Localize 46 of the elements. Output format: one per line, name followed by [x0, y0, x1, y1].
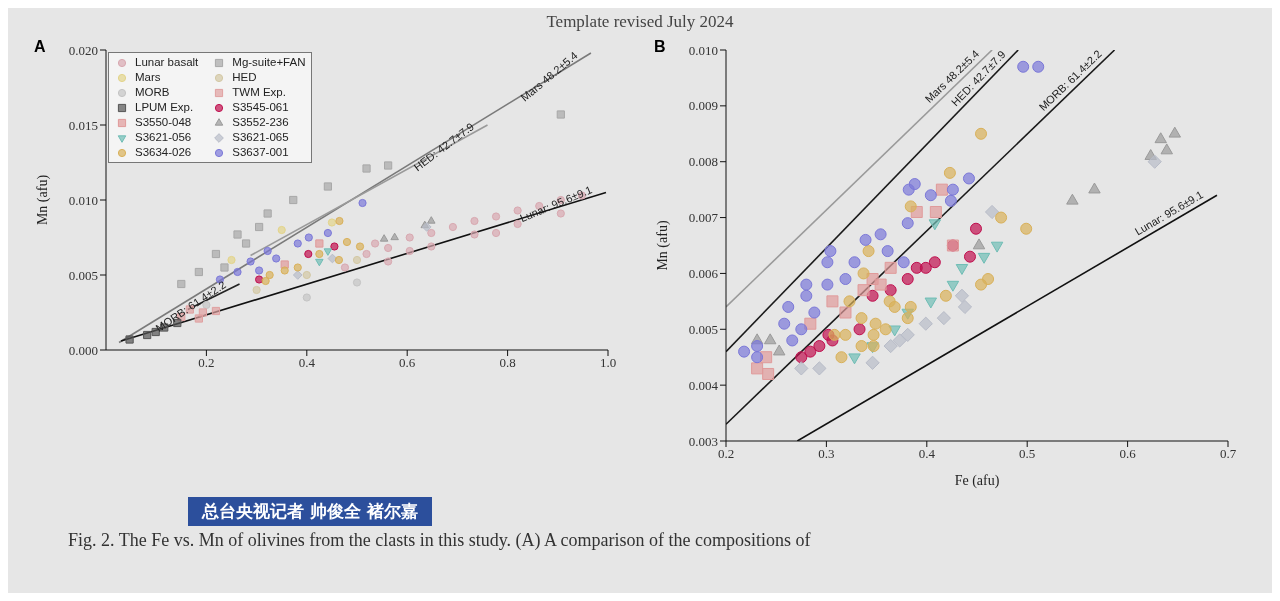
y-tick-label: 0.004 — [688, 377, 719, 393]
x-tick-label: 0.2 — [198, 355, 215, 371]
x-tick-label: 0.2 — [717, 446, 735, 462]
y-tick-label: 0.010 — [68, 192, 98, 208]
y-axis-title: Mn (afu) — [34, 174, 51, 226]
x-tick-label: 1.0 — [599, 355, 617, 371]
legend-label: Lunar basalt — [135, 55, 199, 70]
legend-label: S3621-065 — [232, 130, 289, 145]
y-tick-label: 0.010 — [688, 42, 718, 58]
y-tick-label: 0.015 — [68, 117, 98, 133]
y-tick-label: 0.009 — [688, 98, 718, 114]
legend-label: S3621-056 — [135, 130, 192, 145]
y-tick-label: 0.003 — [688, 433, 718, 449]
x-tick-label: 0.5 — [1019, 446, 1036, 462]
y-tick-label: 0.007 — [688, 210, 719, 226]
legend-label: S3637-001 — [232, 145, 289, 160]
y-axis-title: Mn (afu) — [654, 220, 671, 271]
legend-label: HED — [232, 70, 257, 85]
legend-label: S3552-236 — [232, 115, 289, 130]
legend-label: TWM Exp. — [232, 85, 286, 100]
x-tick-label: 0.3 — [818, 446, 835, 462]
legend-label: LPUM Exp. — [135, 100, 194, 115]
legend-label: Mg-suite+FAN — [232, 55, 306, 70]
y-tick-label: 0.020 — [68, 42, 98, 58]
legend-label: Mars — [135, 70, 161, 85]
x-tick-label: 0.7 — [1219, 446, 1237, 462]
x-tick-label: 0.6 — [1119, 446, 1137, 462]
legend-label: S3545-061 — [232, 100, 289, 115]
x-tick-label: 0.8 — [499, 355, 516, 371]
x-axis-title: Fe (afu) — [954, 473, 1000, 489]
y-tick-label: 0.006 — [688, 266, 719, 282]
chart-title: A — [34, 38, 46, 56]
text: 总台央视记者 帅俊全 褚尔嘉 — [188, 497, 432, 526]
caption: Fig. 2. The Fe vs. Mn of olivines from the clasts in this study. (A) A comparison of the compositions of — [68, 530, 812, 551]
chart-title: B — [654, 38, 666, 56]
x-tick-label: 0.6 — [399, 355, 416, 371]
text: Template revised July 2024 — [545, 12, 735, 32]
y-tick-label: 0.008 — [688, 154, 718, 170]
x-tick-label: 0.4 — [298, 355, 316, 371]
y-tick-label: 0.005 — [68, 267, 98, 283]
y-tick-label: 0.000 — [68, 342, 98, 358]
y-tick-label: 0.005 — [688, 321, 718, 337]
legend-label: S3550-048 — [135, 115, 192, 130]
legend-label: MORB — [135, 85, 170, 100]
x-tick-label: 0.4 — [918, 446, 936, 462]
legend-label: S3634-026 — [135, 145, 192, 160]
